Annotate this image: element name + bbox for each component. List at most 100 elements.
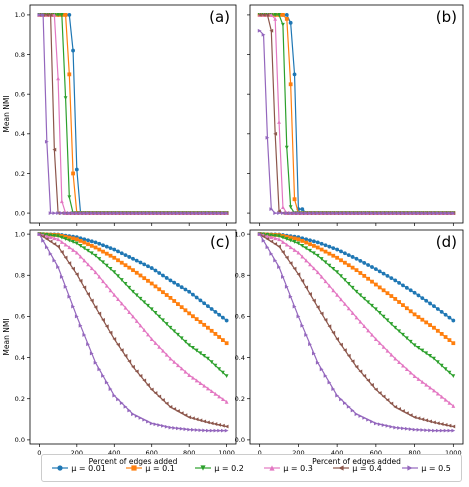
- data-point: [401, 426, 405, 431]
- data-point: [304, 285, 309, 290]
- panel-2: 0 200 400 600 800 1000 0.0 0.2 0.4 0.6 0.8 1.0 (c) Me…: [2, 229, 237, 466]
- data-point: [397, 280, 401, 285]
- data-point: [366, 300, 371, 305]
- y-tick-label: 0.0: [15, 436, 25, 444]
- data-point: [209, 360, 214, 365]
- data-point: [416, 416, 421, 421]
- data-point: [435, 328, 440, 333]
- legend-swatch: [195, 465, 212, 471]
- data-point: [59, 240, 64, 244]
- data-point: [123, 253, 128, 258]
- data-point: [172, 359, 177, 364]
- data-point: [393, 405, 398, 409]
- data-point: [373, 307, 378, 312]
- data-point: [312, 251, 316, 256]
- data-point: [153, 268, 158, 273]
- data-point: [331, 387, 336, 391]
- data-point: [397, 360, 401, 365]
- data-point: [131, 289, 135, 294]
- data-point: [397, 426, 401, 430]
- data-point: [354, 289, 359, 294]
- data-point: [164, 211, 169, 215]
- data-point: [71, 236, 75, 241]
- data-point: [300, 239, 305, 243]
- data-point: [284, 242, 289, 247]
- data-point: [296, 237, 301, 242]
- data-point: [404, 426, 409, 431]
- data-point: [296, 314, 301, 319]
- data-point: [354, 412, 359, 417]
- data-point: [373, 421, 378, 426]
- data-point: [435, 307, 440, 311]
- data-point: [432, 356, 436, 361]
- data-point: [108, 266, 113, 271]
- data-point: [292, 211, 297, 215]
- panel-label: (d): [436, 233, 457, 251]
- data-point: [112, 270, 117, 275]
- legend-label: μ = 0.5: [421, 463, 451, 473]
- data-point: [389, 211, 394, 215]
- data-point: [300, 323, 305, 328]
- data-point: [86, 211, 90, 215]
- data-point: [209, 428, 214, 433]
- data-point: [153, 341, 158, 345]
- data-point: [97, 311, 102, 316]
- data-point: [172, 299, 177, 303]
- data-point: [138, 373, 143, 378]
- data-point: [78, 254, 83, 259]
- data-point: [134, 270, 139, 275]
- data-point: [443, 335, 448, 339]
- data-point: [420, 296, 425, 301]
- data-point: [74, 167, 79, 172]
- data-point: [67, 238, 72, 243]
- data-point: [308, 292, 312, 296]
- panel-label: (b): [436, 8, 457, 26]
- data-point: [164, 352, 169, 357]
- data-point: [315, 305, 320, 310]
- data-point: [104, 324, 109, 329]
- data-point: [198, 418, 203, 423]
- data-point: [281, 205, 285, 210]
- data-point: [63, 255, 68, 260]
- data-point: [41, 238, 46, 243]
- data-point: [82, 285, 87, 290]
- data-point: [44, 13, 49, 17]
- data-point: [416, 211, 421, 215]
- legend-marker: [57, 465, 63, 471]
- data-point: [424, 428, 429, 433]
- data-point: [424, 298, 429, 303]
- data-point: [187, 427, 192, 432]
- data-point: [71, 266, 75, 271]
- panel-0: 0.0 0.2 0.4 0.6 0.8 1.0 (a) Mean NMI: [2, 4, 237, 226]
- data-point: [315, 270, 320, 275]
- data-point: [153, 284, 158, 289]
- data-point: [304, 246, 309, 251]
- data-point: [138, 323, 143, 328]
- data-point: [397, 329, 401, 334]
- data-point: [315, 245, 320, 250]
- data-point: [142, 300, 147, 305]
- y-tick-label: 0.2: [15, 170, 25, 178]
- data-point: [134, 319, 139, 323]
- data-point: [146, 278, 150, 283]
- data-point: [48, 235, 53, 240]
- data-point: [385, 291, 390, 296]
- data-point: [131, 211, 135, 215]
- data-point: [146, 303, 150, 308]
- y-tick-label: 1.0: [15, 11, 25, 19]
- data-point: [157, 287, 162, 292]
- data-point: [435, 211, 440, 215]
- data-point: [428, 354, 432, 358]
- data-point: [86, 242, 90, 247]
- data-point: [119, 278, 124, 282]
- data-point: [288, 261, 293, 266]
- data-point: [404, 306, 409, 311]
- data-point: [404, 367, 409, 371]
- data-point: [408, 339, 413, 344]
- data-point: [202, 301, 207, 306]
- data-point: [206, 211, 210, 215]
- x-tick-label: 800: [183, 449, 195, 457]
- data-point: [327, 244, 332, 249]
- data-point: [346, 263, 351, 268]
- data-point: [67, 294, 72, 299]
